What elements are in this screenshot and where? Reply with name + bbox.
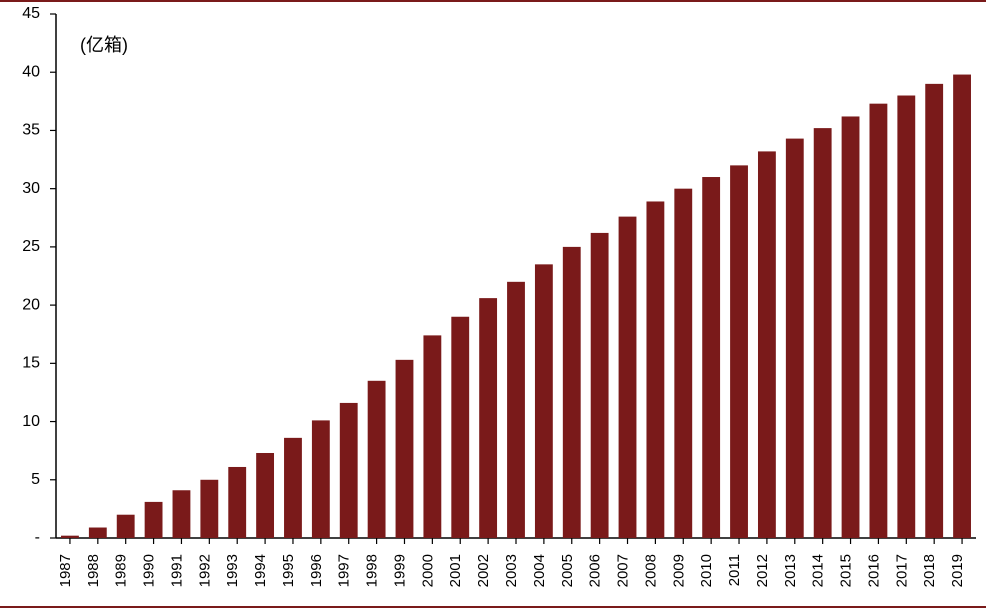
x-tick-label: 2005 — [559, 554, 576, 587]
x-tick-label: 2006 — [587, 554, 604, 587]
x-tick-label: 2002 — [475, 554, 492, 587]
x-tick-label: 2000 — [419, 554, 436, 587]
x-tick-label: 1990 — [141, 554, 158, 587]
x-tick-label: 1988 — [85, 554, 102, 587]
bar — [340, 403, 358, 538]
bar — [786, 139, 804, 538]
chart-frame: - 5 10 15 20 25 30 35 40 45 1987 1988 1989 1990 1991 19… — [0, 0, 986, 608]
bar — [702, 177, 720, 538]
x-tick-label: 1991 — [168, 554, 185, 587]
x-tick-label: 2007 — [615, 554, 632, 587]
x-tick-label: 2001 — [447, 554, 464, 587]
bar — [89, 528, 107, 538]
x-tick-label: 2011 — [726, 554, 743, 586]
x-tick-label: 1993 — [224, 554, 241, 587]
bar — [897, 96, 915, 538]
x-tick-label: 2012 — [754, 554, 771, 587]
x-tick-label: 1998 — [364, 554, 381, 587]
y-tick-label: 35 — [22, 122, 40, 139]
x-tick-label: 2009 — [670, 554, 687, 587]
bar — [535, 264, 553, 538]
x-tick-label: 1997 — [336, 554, 353, 587]
bar — [646, 201, 664, 538]
bar — [145, 502, 163, 538]
bar — [423, 335, 441, 538]
y-tick-label: 20 — [22, 296, 40, 313]
y-tick-label: 15 — [22, 355, 40, 372]
y-tick-label: 40 — [22, 63, 40, 80]
bar — [173, 490, 191, 538]
bar — [842, 116, 860, 538]
bar — [312, 420, 330, 538]
unit-label: (亿箱) — [80, 35, 128, 55]
bar — [953, 75, 971, 538]
bar — [619, 217, 637, 538]
x-tick-label: 1987 — [57, 554, 74, 587]
y-tick-label: 10 — [22, 413, 40, 430]
bar — [814, 128, 832, 538]
x-tick-label: 1996 — [308, 554, 325, 587]
bar — [870, 104, 888, 538]
bar — [758, 151, 776, 538]
y-tick-label: 5 — [31, 471, 40, 488]
y-tick-label: 25 — [22, 238, 40, 255]
bar — [256, 453, 274, 538]
bar — [591, 233, 609, 538]
x-tick-label: 2004 — [531, 554, 548, 587]
bar — [284, 438, 302, 538]
bar — [451, 317, 469, 538]
x-tick-label: 1995 — [280, 554, 297, 587]
x-tick-label: 1999 — [391, 554, 408, 587]
bar — [117, 515, 135, 538]
y-tick-label: 45 — [22, 5, 40, 22]
x-tick-label: 1994 — [252, 554, 269, 587]
x-tick-label: 2014 — [810, 554, 827, 587]
x-tick-label: 2016 — [865, 554, 882, 587]
bar — [507, 282, 525, 538]
bar — [730, 165, 748, 538]
x-tick-label: 2010 — [698, 554, 715, 587]
bar — [396, 360, 414, 538]
x-tick-label: 2015 — [838, 554, 855, 587]
bar — [479, 298, 497, 538]
x-tick-label: 2003 — [503, 554, 520, 587]
bar — [925, 84, 943, 538]
y-tick-label: - — [35, 529, 40, 546]
y-tick-label: 30 — [22, 180, 40, 197]
bar — [200, 480, 218, 538]
x-tick-label: 2019 — [949, 554, 966, 587]
bar — [228, 467, 246, 538]
bar — [674, 189, 692, 538]
x-tick-label: 2008 — [642, 554, 659, 587]
bar — [563, 247, 581, 538]
x-tick-label: 2018 — [921, 554, 938, 587]
x-tick-label: 2017 — [893, 554, 910, 587]
x-tick-label: 1989 — [113, 554, 130, 587]
bar — [61, 536, 79, 538]
x-tick-label: 1992 — [196, 554, 213, 587]
x-tick-label: 2013 — [782, 554, 799, 587]
bar — [368, 381, 386, 538]
bar-chart: - 5 10 15 20 25 30 35 40 45 1987 1988 1989 1990 1991 19… — [0, 2, 986, 610]
